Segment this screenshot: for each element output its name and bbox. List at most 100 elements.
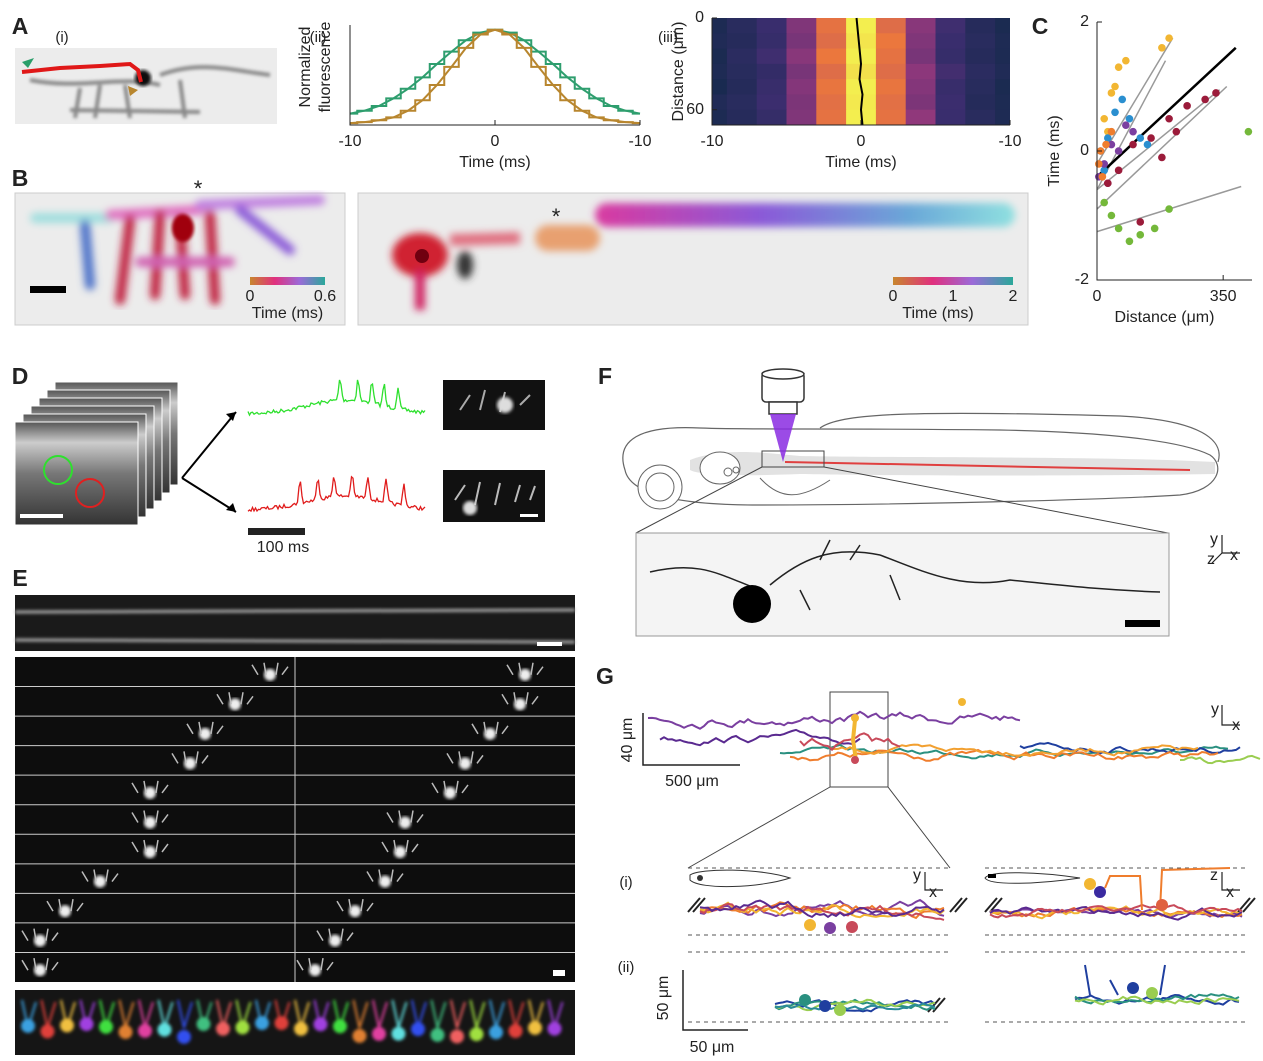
axis-letter: y [1211,701,1219,718]
point [1118,96,1126,104]
series-step [350,30,640,123]
heat-cell [906,110,936,126]
panel-label: C [1032,13,1049,39]
heat-cell [787,79,817,95]
fit-line [1097,87,1227,210]
point [1115,167,1123,175]
soma [804,919,816,931]
point [1100,115,1108,123]
point [1136,134,1144,142]
heat-cell [816,18,846,34]
point [1136,218,1144,226]
heat-cell [727,18,757,34]
page: {"figure": { "panel_labels": ["A", "B", … [0,0,1263,1061]
subpanel-label: (ii) [618,959,635,976]
heat-cell [846,18,876,34]
x-tick-label: 350 [1210,288,1237,305]
heat-cell [816,79,846,95]
panel-d-traces [248,380,425,511]
heat-cell [965,49,995,65]
heat-cell [757,110,787,126]
colorbar-tick-label: 0 [246,288,255,305]
trace [248,477,425,511]
panel-g-traces [648,698,1260,1016]
trace [853,720,856,760]
soma [1084,878,1096,890]
color-cell [431,1028,445,1042]
heat-cell [727,94,757,110]
point [1144,141,1152,149]
point [1111,83,1119,91]
heat-cell [787,94,817,110]
heat-cell [936,33,966,49]
point [1115,147,1123,155]
heat-cell [936,64,966,80]
heat-cell [965,33,995,49]
trace [248,380,425,415]
colorbar [893,277,1013,285]
x-tick-label: -10 [998,133,1021,150]
y-axis-label: fluorescence [317,22,334,113]
axis-letter: z [1210,867,1218,884]
x-axis-label: Distance (μm) [1115,309,1215,326]
panel-label: B [12,165,29,191]
subpanel-label: (i) [619,874,632,891]
heat-cell [787,64,817,80]
heat-cell [816,33,846,49]
soma [1156,899,1168,911]
point [1100,199,1108,207]
x-axis-label: Time (ms) [825,154,896,171]
y-tick-label: 0 [695,9,704,26]
heat-cell [816,94,846,110]
heat-cell [757,94,787,110]
figure: ABCDEFG(i)(ii)(iii)**00.6Time (ms)012Tim… [0,0,1263,1061]
panel-label: A [12,13,29,39]
y-axis-label: Time (ms) [1046,115,1063,186]
heat-cell [936,94,966,110]
point [1212,89,1220,97]
axis [350,25,640,125]
axis-letter: y [913,867,921,884]
point [1111,109,1119,117]
heat-cell [965,110,995,126]
heat-cell [787,110,817,126]
point [1126,115,1134,123]
soma [1094,886,1106,898]
axis-letter: x [1226,884,1234,901]
panel-d-art [15,380,545,535]
scale-label: 500 μm [665,773,719,790]
heat-cell [757,33,787,49]
heat-cell [757,64,787,80]
point [1173,128,1181,136]
heat-cell [965,94,995,110]
y-axis-label: Distance (μm) [670,22,687,122]
panel-e-art [15,595,575,1055]
heat-cell [995,64,1025,80]
point [1245,128,1253,136]
heat-cell [727,33,757,49]
point [1165,205,1173,213]
heat-cell [816,64,846,80]
x-tick-label: 0 [491,133,500,150]
heat-cell [876,110,906,126]
panel-label: F [598,363,612,389]
panel-label: G [596,663,614,689]
point [1115,225,1123,233]
heat-cell [757,18,787,34]
heat-cell [995,49,1025,65]
axis-letter: x [1230,547,1238,564]
soma [834,1004,846,1016]
point [1201,96,1209,104]
heat-cell [757,49,787,65]
heat-cell [876,64,906,80]
fit-line [1097,90,1220,190]
point [1095,160,1103,168]
color-cell [177,1030,191,1044]
heat-cell [995,79,1025,95]
soma [851,756,859,764]
x-tick-label: 0 [857,133,866,150]
point [1122,57,1130,65]
axis-letter: x [929,884,937,901]
soma [824,922,836,934]
colorbar-tick-label: 0 [889,288,898,305]
